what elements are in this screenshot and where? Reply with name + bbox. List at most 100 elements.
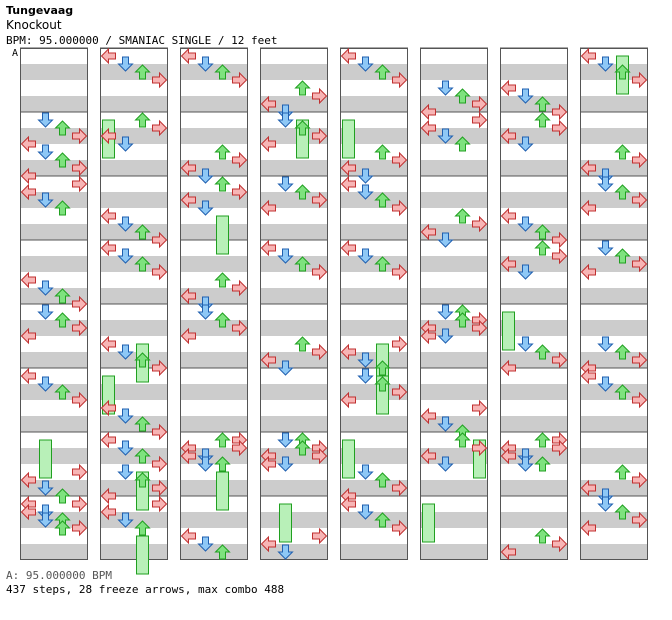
- step-arrow: [72, 127, 88, 145]
- step-arrow: [100, 239, 116, 257]
- beat-stripe: [260, 288, 328, 304]
- step-arrow: [152, 455, 168, 473]
- chart-column: [340, 47, 408, 560]
- beat-stripe: [260, 512, 328, 528]
- beat-stripe: [180, 352, 248, 368]
- beat-stripe: [500, 320, 568, 336]
- step-arrow: [517, 456, 534, 472]
- beat-stripe: [580, 288, 648, 304]
- beat-stripe: [500, 256, 568, 272]
- beat-stripe: [500, 64, 568, 80]
- step-arrow: [232, 71, 248, 89]
- step-arrow: [420, 103, 436, 121]
- step-arrow: [117, 248, 134, 264]
- step-arrow: [117, 344, 134, 360]
- beat-stripe: [420, 384, 488, 400]
- step-arrow: [294, 440, 311, 456]
- step-arrow: [134, 448, 151, 464]
- chart-column: [500, 47, 568, 561]
- step-arrow: [294, 184, 311, 200]
- beat-stripe: [180, 320, 248, 336]
- beat-stripe: [100, 512, 168, 528]
- beat-stripe: [580, 416, 648, 432]
- beat-stripe: [20, 96, 88, 112]
- step-arrow: [597, 496, 614, 512]
- beat-stripe: [580, 64, 648, 80]
- step-arrow: [152, 231, 168, 249]
- step-arrow: [534, 240, 551, 256]
- step-arrow: [20, 167, 36, 185]
- beat-stripe: [340, 544, 408, 560]
- step-arrow: [72, 319, 88, 337]
- step-arrow: [232, 319, 248, 337]
- step-arrow: [374, 192, 391, 208]
- beat-stripe: [20, 64, 88, 80]
- artist-name: Tungevaag: [6, 4, 74, 17]
- step-arrow: [392, 335, 408, 353]
- step-arrow: [214, 544, 231, 560]
- step-arrow: [214, 64, 231, 80]
- beat-stripe: [340, 192, 408, 208]
- chart-column: [580, 47, 648, 560]
- freeze-arrow: [279, 503, 292, 543]
- step-arrow: [614, 504, 631, 520]
- beat-stripe: [100, 96, 168, 112]
- step-arrow: [552, 439, 568, 457]
- step-arrow: [232, 439, 248, 457]
- step-arrow: [100, 431, 116, 449]
- step-arrow: [552, 351, 568, 369]
- beat-stripe: [180, 384, 248, 400]
- step-arrow: [312, 527, 328, 545]
- step-arrow: [472, 95, 488, 113]
- beat-stripe: [20, 192, 88, 208]
- beat-stripe: [580, 384, 648, 400]
- step-arrow: [180, 447, 196, 465]
- step-arrow: [472, 319, 488, 337]
- step-arrow: [277, 248, 294, 264]
- step-arrow: [632, 71, 648, 89]
- step-arrow: [294, 336, 311, 352]
- beat-stripe: [260, 384, 328, 400]
- step-arrow: [437, 328, 454, 344]
- step-arrow: [534, 432, 551, 448]
- beat-stripe: [340, 256, 408, 272]
- beat-stripe: [420, 192, 488, 208]
- beat-stripe: [420, 288, 488, 304]
- beat-stripe: [100, 480, 168, 496]
- beat-stripe: [100, 448, 168, 464]
- step-arrow: [340, 239, 356, 257]
- step-arrow: [117, 56, 134, 72]
- beat-stripe: [500, 384, 568, 400]
- step-arrow: [312, 263, 328, 281]
- step-arrow: [180, 159, 196, 177]
- column-border: [580, 48, 648, 560]
- beat-stripe: [340, 320, 408, 336]
- beat-stripe: [500, 544, 568, 560]
- step-arrow: [54, 152, 71, 168]
- step-arrow: [392, 263, 408, 281]
- beat-stripe: [500, 192, 568, 208]
- column-border: [180, 48, 248, 560]
- beat-stripe: [580, 512, 648, 528]
- beat-stripe: [180, 448, 248, 464]
- beat-stripe: [580, 96, 648, 112]
- step-arrow: [437, 128, 454, 144]
- freeze-arrow: [502, 311, 515, 351]
- freeze-arrow: [342, 119, 355, 159]
- step-arrow: [294, 80, 311, 96]
- step-arrow: [134, 352, 151, 368]
- step-arrow: [420, 223, 436, 241]
- step-arrow: [420, 407, 436, 425]
- step-arrow: [597, 56, 614, 72]
- beat-stripe: [180, 192, 248, 208]
- beat-stripe: [340, 352, 408, 368]
- beat-stripe: [420, 416, 488, 432]
- beat-stripe: [420, 64, 488, 80]
- step-arrow: [260, 351, 276, 369]
- step-arrow: [614, 384, 631, 400]
- step-arrow: [437, 456, 454, 472]
- chart-column: [180, 47, 248, 560]
- bpm-marker-label: A: [12, 48, 19, 59]
- step-arrow: [72, 391, 88, 409]
- step-arrow: [472, 111, 488, 129]
